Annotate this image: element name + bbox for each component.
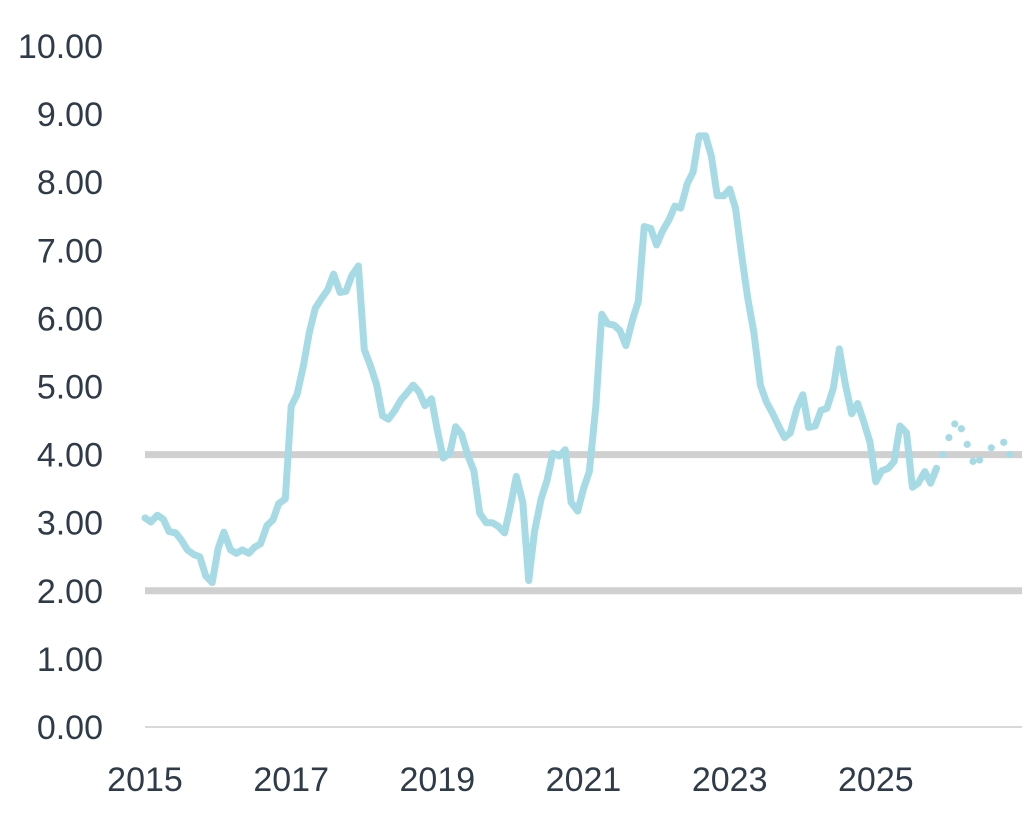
x-axis-tick-labels: 2015 2017 2019 2021 2023 2025 [107, 761, 913, 799]
x-tick-label: 2025 [838, 761, 914, 799]
forecast-point [957, 425, 965, 433]
y-axis-tick-labels: 0.00 1.00 2.00 3.00 4.00 5.00 6.00 7.00 8.00 9.00… [18, 28, 103, 747]
y-tick-label: 3.00 [37, 505, 103, 543]
y-tick-label: 10.00 [18, 28, 103, 66]
y-tick-label: 4.00 [37, 437, 103, 475]
x-tick-label: 2021 [546, 761, 622, 799]
forecast-point [987, 444, 995, 452]
x-tick-label: 2019 [400, 761, 476, 799]
y-tick-label: 7.00 [37, 232, 103, 270]
y-tick-label: 9.00 [37, 96, 103, 134]
forecast-point [963, 440, 971, 448]
series-layer [141, 132, 1014, 587]
forecast-point [951, 420, 959, 428]
y-tick-label: 6.00 [37, 300, 103, 338]
forecast-point [1005, 451, 1014, 459]
reference-lines [145, 451, 1022, 595]
x-tick-label: 2015 [107, 761, 183, 799]
forecast-point [976, 456, 984, 464]
forecast-point [945, 433, 953, 442]
y-tick-label: 2.00 [37, 573, 103, 611]
x-tick-label: 2023 [692, 761, 768, 799]
forecast-point [1000, 438, 1008, 446]
y-tick-label: 5.00 [37, 369, 103, 407]
y-tick-label: 0.00 [37, 709, 103, 747]
series-line [141, 132, 940, 587]
forecast-point [939, 451, 947, 459]
x-tick-label: 2017 [253, 761, 329, 799]
forecast-point [969, 457, 977, 466]
y-tick-label: 1.00 [37, 641, 103, 679]
y-tick-label: 8.00 [37, 164, 103, 202]
